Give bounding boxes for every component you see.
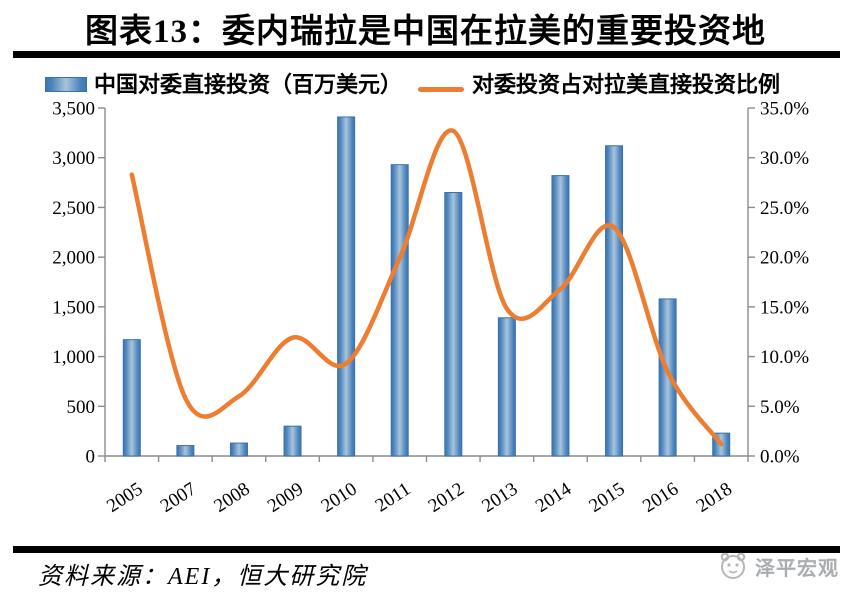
bar-2011 [390, 164, 409, 457]
bar-2015 [605, 145, 624, 457]
bar-series-label: 中国对委直接投资（百万美元） [94, 72, 403, 97]
y-axis-right-label: 25.0% [760, 198, 809, 219]
y-axis-left-label: 1,500 [52, 297, 95, 318]
y-axis-right-label: 20.0% [760, 248, 809, 269]
y-axis-right-label: 30.0% [760, 148, 809, 169]
bar-2009 [283, 425, 302, 457]
y-axis-left-label: 3,000 [52, 148, 95, 169]
x-axis-label-2014: 2014 [532, 478, 576, 517]
x-axis-label-2008: 2008 [210, 479, 253, 517]
y-axis-left-label: 2,500 [52, 198, 95, 219]
y-axis-right-label: 35.0% [760, 99, 809, 120]
line-series-swatch-icon [418, 87, 465, 92]
combo-bar-line-chart: 0 500 1,000 1,500 2,000 2,500 3,000 3,500 0.0% 5.… [52, 99, 809, 517]
legend-item-line-series: 对委投资占对拉美直接投资比例 [402, 67, 780, 99]
x-axis-label-2012: 2012 [425, 479, 468, 517]
x-axis-label-2005: 2005 [103, 479, 146, 517]
chart-title: 图表13：委内瑞拉是中国在拉美的重要投资地 [85, 14, 766, 50]
bar-2012 [444, 192, 463, 457]
x-axis-label-2011: 2011 [372, 479, 415, 517]
bar-2005 [122, 339, 141, 457]
bar-2016 [658, 298, 677, 457]
y-axis-left-label: 1,000 [52, 347, 95, 368]
y-axis-left-label: 500 [67, 397, 96, 418]
y-axis-right-label: 15.0% [760, 297, 809, 318]
y-axis-right-label: 5.0% [760, 397, 800, 418]
bottom-rule [13, 546, 840, 553]
bar-2010 [337, 116, 356, 457]
y-axis-right-label: 0.0% [760, 447, 800, 468]
x-axis-label-2013: 2013 [478, 479, 521, 517]
top-rule [13, 51, 840, 58]
y-axis-left-label: 0 [86, 447, 96, 468]
y-axis-left-label: 3,500 [52, 99, 95, 120]
x-axis-label-2015: 2015 [585, 479, 628, 517]
source-note: 资料来源：AEI，恒大研究院 [38, 564, 368, 590]
x-axis-label-2009: 2009 [264, 479, 307, 517]
line-series-label: 对委投资占对拉美直接投资比例 [472, 72, 781, 97]
bar-2008 [229, 442, 248, 457]
bar-2014 [551, 175, 570, 457]
brand-watermark: 泽平宏观 [717, 550, 839, 582]
bar-series-swatch-icon [45, 77, 87, 92]
chart-legend: 中国对委直接投资（百万美元） 对委投资占对拉美直接投资比例 [45, 67, 780, 99]
bar-2007 [176, 445, 195, 457]
y-axis-left-label: 2,000 [52, 248, 95, 269]
ratio-trend-line [129, 128, 724, 447]
x-axis-label-2016: 2016 [639, 479, 682, 517]
legend-item-bar-series: 中国对委直接投资（百万美元） [45, 67, 402, 99]
brand-name: 泽平宏观 [755, 557, 839, 580]
y-axis-right-label: 10.0% [760, 347, 809, 368]
panda-chat-logo-icon [720, 552, 746, 579]
bar-2013 [497, 317, 516, 457]
x-axis-label-2010: 2010 [318, 479, 361, 517]
x-axis-label-2007: 2007 [157, 479, 200, 517]
x-axis-label-2018: 2018 [693, 479, 736, 517]
